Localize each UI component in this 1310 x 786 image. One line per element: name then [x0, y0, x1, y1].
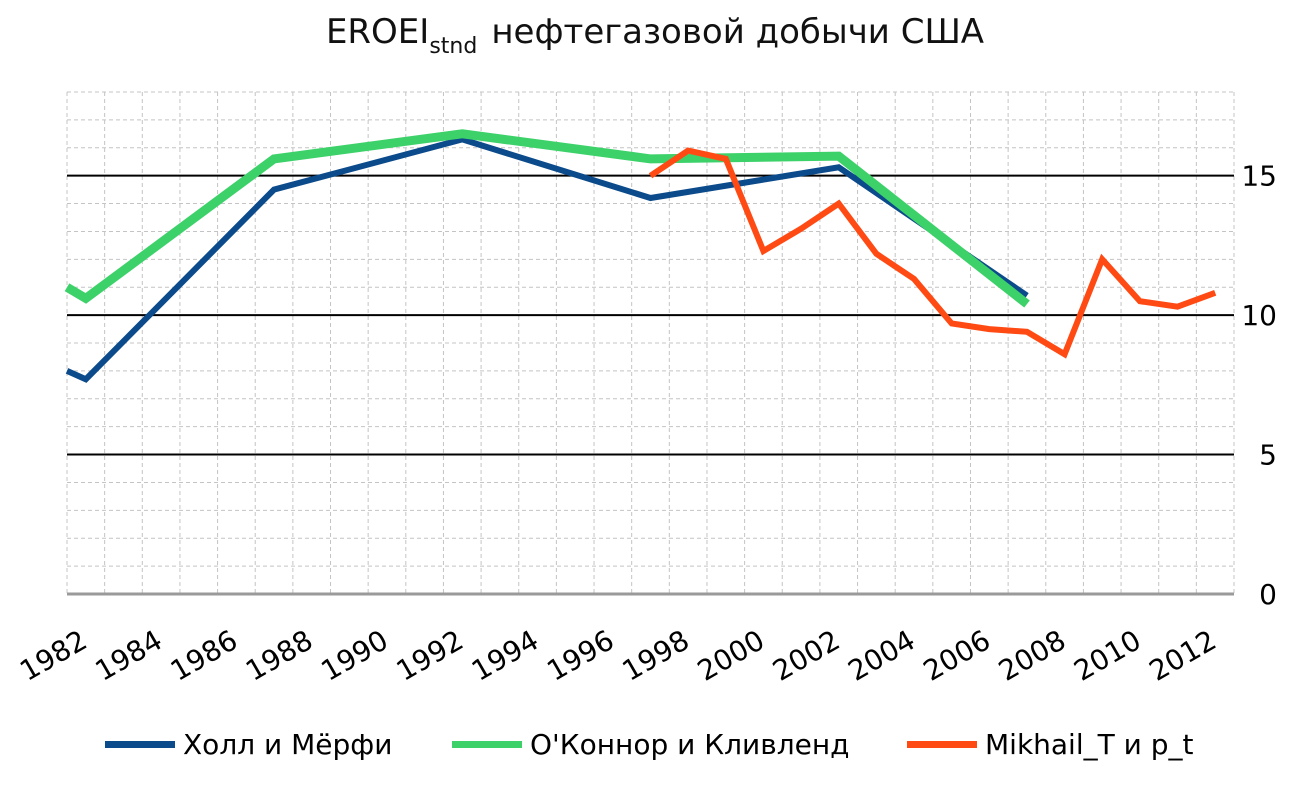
series-line-1	[65, 136, 1029, 383]
x-tick-label: 1996	[541, 623, 619, 687]
y-axis-ticks: 0 5 10 15	[1241, 160, 1277, 611]
x-tick-label: 1986	[165, 623, 243, 687]
legend-item-2: О'Коннор и Кливленд	[452, 722, 850, 766]
legend-label: Холл и Мёрфи	[183, 727, 393, 761]
y-tick-label: 5	[1259, 439, 1277, 472]
legend-label: О'Коннор и Кливленд	[530, 727, 850, 761]
x-tick-label: 2000	[692, 623, 770, 687]
y-tick-label: 0	[1259, 578, 1277, 611]
legend-swatch	[452, 740, 522, 748]
x-tick-label: 1984	[90, 623, 168, 687]
x-tick-label: 1982	[14, 623, 92, 687]
series-line-2	[64, 129, 1030, 308]
y-tick-label: 10	[1241, 299, 1277, 332]
x-tick-label: 2004	[842, 623, 920, 687]
x-tick-label: 1990	[315, 623, 393, 687]
major-gridlines	[67, 174, 1234, 596]
series-lines	[64, 129, 1217, 383]
legend-swatch	[105, 740, 175, 748]
x-tick-label: 1992	[391, 623, 469, 687]
chart-title-main: EROEI	[325, 12, 430, 52]
x-tick-label: 2006	[918, 623, 996, 687]
x-tick-label: 1998	[617, 623, 695, 687]
chart-title-subscript: stnd	[429, 34, 478, 59]
x-tick-label: 2012	[1144, 623, 1222, 687]
legend: Холл и Мёрфи О'Коннор и Кливленд Mikhail_T…	[0, 722, 1310, 766]
grid-lines	[66, 91, 1235, 595]
x-tick-label: 2010	[1068, 623, 1146, 687]
series-line-3	[648, 147, 1217, 359]
chart-title-rest: нефтегазовой добычи США	[491, 12, 985, 52]
y-tick-label: 15	[1241, 160, 1277, 193]
x-tick-label: 1994	[466, 623, 544, 687]
chart-title: EROEIstnd нефтегазовой добычи США	[0, 12, 1310, 59]
legend-item-1: Холл и Мёрфи	[105, 722, 392, 766]
legend-item-3: Mikhail_T и p_t	[907, 722, 1193, 766]
x-tick-label: 1988	[240, 623, 318, 687]
legend-label: Mikhail_T и p_t	[985, 727, 1194, 761]
x-axis-ticks: 1982198419861988199019921994199619982000…	[14, 623, 1222, 687]
x-tick-label: 2008	[993, 623, 1071, 687]
x-tick-label: 2002	[767, 623, 845, 687]
legend-swatch	[907, 740, 977, 748]
